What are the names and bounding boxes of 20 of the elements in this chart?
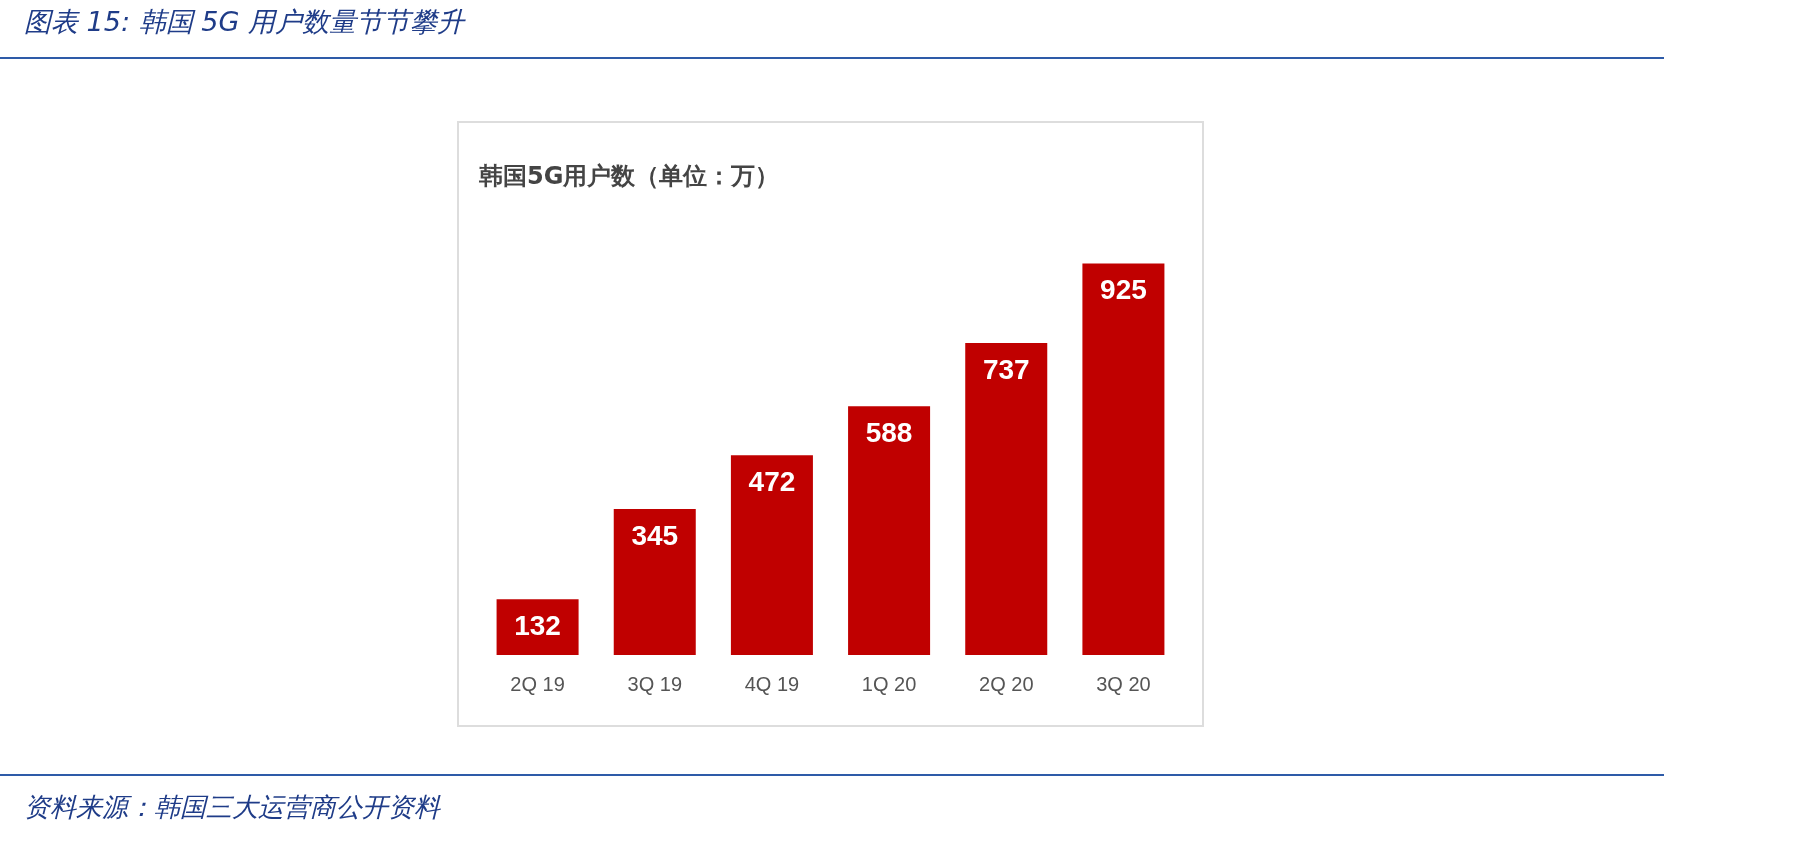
data-label: 588 — [865, 416, 913, 448]
text: 资料来源：韩国三大运营商公开资料 — [24, 791, 440, 824]
bar — [613, 509, 696, 655]
x-tick-label: 2Q 20 — [979, 672, 1034, 695]
data-label: 472 — [748, 465, 796, 497]
data-label: 737 — [982, 353, 1030, 385]
x-tick-label: 1Q 20 — [861, 672, 917, 695]
bar — [730, 455, 813, 655]
x-tick-label: 2Q 19 — [510, 672, 565, 695]
bar — [1082, 263, 1165, 655]
chart-title: 韩国5G用户数（单位：万） — [478, 161, 780, 190]
data-label: 925 — [1100, 274, 1147, 306]
x-tick-label: 3Q 19 — [627, 672, 682, 695]
bar — [965, 343, 1048, 655]
bar — [848, 406, 931, 655]
data-label: 345 — [631, 519, 679, 551]
x-tick-label: 4Q 19 — [744, 672, 800, 695]
data-label: 132 — [514, 609, 561, 641]
text: 图表 15: 韩国 5G 用户数量节节攀升 — [24, 5, 464, 39]
x-tick-label: 3Q 20 — [1096, 672, 1151, 695]
